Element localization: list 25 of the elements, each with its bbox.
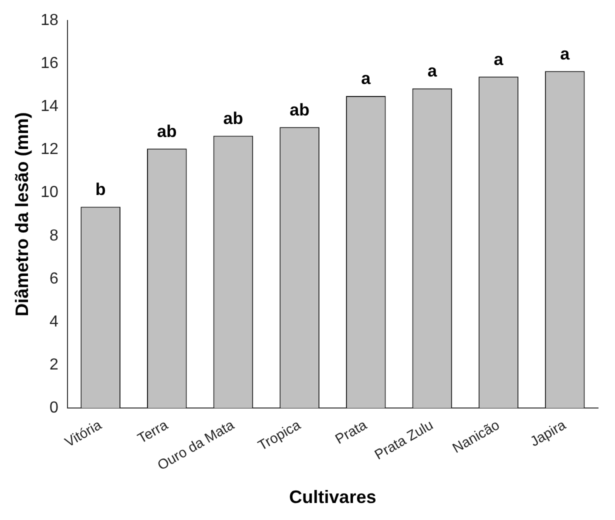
- annotation: b: [95, 180, 106, 199]
- y-tick-label: 0: [49, 399, 58, 416]
- x-tick-label: Prata: [332, 416, 370, 447]
- annotation: ab: [290, 100, 310, 120]
- annotation: a: [494, 50, 504, 69]
- annotation: ab: [156, 122, 177, 141]
- annotation: a: [427, 62, 438, 81]
- y-tick-label: 18: [40, 12, 58, 30]
- y-tick-label: 16: [40, 55, 58, 72]
- annotation: a: [361, 69, 372, 88]
- y-tick-label: 8: [49, 227, 58, 244]
- annotation: ab: [223, 108, 244, 128]
- y-tick-label: 2: [49, 356, 58, 374]
- y-axis-title: Diâmetro da lesão (mm): [12, 112, 32, 316]
- x-tick-label: Prata Zulu: [372, 416, 436, 463]
- y-tick-label: 10: [40, 184, 58, 202]
- y-tick-label: 14: [40, 98, 58, 116]
- x-axis-title: Cultivares: [289, 487, 376, 508]
- annotation: a: [560, 44, 570, 64]
- y-tick-label: 12: [40, 141, 58, 158]
- x-tick-label: Terra: [134, 416, 170, 446]
- y-tick-label: 4: [49, 313, 58, 330]
- y-tick-label: 6: [49, 270, 58, 288]
- x-tick-label: Japira: [527, 416, 568, 450]
- x-tick-label: Vitória: [62, 416, 104, 450]
